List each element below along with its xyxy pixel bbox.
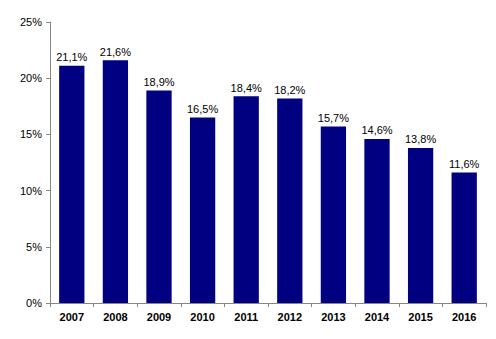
- svg-text:2011: 2011: [234, 311, 258, 323]
- svg-text:2012: 2012: [278, 311, 302, 323]
- svg-text:11,6%: 11,6%: [449, 158, 480, 170]
- svg-text:21,1%: 21,1%: [56, 51, 87, 63]
- svg-text:2013: 2013: [321, 311, 345, 323]
- svg-text:2016: 2016: [452, 311, 476, 323]
- svg-text:16,5%: 16,5%: [187, 103, 218, 115]
- svg-text:15,7%: 15,7%: [318, 112, 349, 124]
- svg-text:20%: 20%: [20, 72, 42, 84]
- svg-text:2010: 2010: [190, 311, 214, 323]
- svg-text:10%: 10%: [20, 185, 42, 197]
- svg-text:18,4%: 18,4%: [231, 82, 262, 94]
- svg-text:2007: 2007: [60, 311, 84, 323]
- svg-text:13,8%: 13,8%: [405, 133, 436, 145]
- svg-text:18,9%: 18,9%: [143, 76, 174, 88]
- svg-text:5%: 5%: [26, 241, 42, 253]
- svg-text:18,2%: 18,2%: [274, 84, 305, 96]
- svg-text:0%: 0%: [26, 297, 42, 309]
- svg-text:21,6%: 21,6%: [100, 46, 131, 58]
- svg-text:2008: 2008: [103, 311, 127, 323]
- svg-text:25%: 25%: [20, 16, 42, 28]
- svg-text:2015: 2015: [408, 311, 432, 323]
- svg-text:2009: 2009: [147, 311, 171, 323]
- svg-text:14,6%: 14,6%: [361, 124, 392, 136]
- svg-text:15%: 15%: [20, 128, 42, 140]
- svg-text:2014: 2014: [365, 311, 390, 323]
